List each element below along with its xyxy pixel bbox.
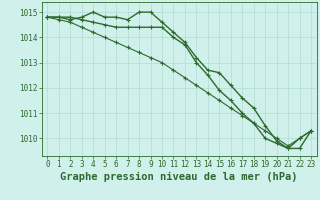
X-axis label: Graphe pression niveau de la mer (hPa): Graphe pression niveau de la mer (hPa) — [60, 172, 298, 182]
